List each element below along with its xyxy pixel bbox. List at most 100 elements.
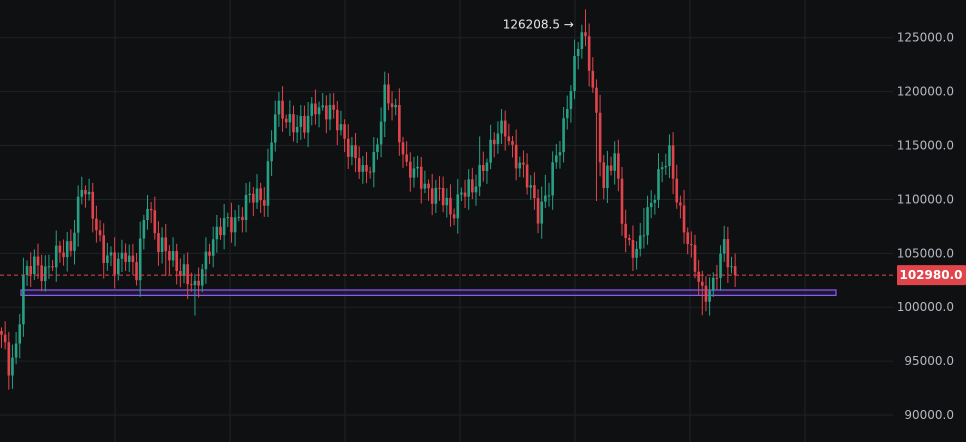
candle [310, 97, 314, 126]
candle-body [434, 187, 438, 204]
candle-body [467, 179, 470, 197]
candle-body [310, 103, 314, 116]
candle [679, 195, 682, 219]
candle [106, 242, 109, 271]
candle [562, 107, 565, 163]
candle-body [693, 244, 697, 272]
candle [529, 175, 533, 200]
candle [558, 141, 562, 169]
grid [0, 0, 893, 442]
candle-body [711, 277, 715, 291]
candle-body [80, 189, 84, 197]
candle-body [642, 235, 646, 237]
candle [117, 252, 120, 281]
candle [175, 243, 178, 285]
candle-body [565, 109, 569, 119]
candle [120, 239, 124, 273]
candle-body [29, 266, 32, 275]
candle-body [540, 201, 543, 224]
candle [471, 167, 474, 200]
candle [288, 100, 292, 137]
candle-body [587, 36, 591, 71]
candle [701, 270, 704, 316]
candle [109, 246, 113, 267]
candle-body [18, 324, 22, 344]
candle [660, 161, 664, 183]
candle-body [482, 164, 485, 172]
candle [492, 132, 496, 158]
candle [244, 183, 248, 233]
candle-body [208, 251, 211, 256]
candle-body [91, 191, 95, 219]
current-price-tag[interactable] [897, 265, 966, 286]
candle [54, 230, 58, 282]
candle-body [704, 285, 708, 302]
candle [332, 93, 335, 119]
candle [284, 114, 288, 129]
candle-body [412, 168, 416, 178]
candle [722, 225, 726, 262]
candle [14, 331, 18, 365]
candle-body [36, 256, 40, 266]
candle-body [263, 200, 266, 206]
candle [160, 227, 164, 264]
candle-body [569, 91, 573, 110]
candle-body [168, 251, 171, 261]
candle [36, 243, 40, 279]
candle-body [489, 139, 492, 163]
candle [33, 249, 36, 280]
candle-body [179, 271, 182, 276]
candle-body [288, 114, 292, 123]
candle [445, 188, 449, 218]
candle [711, 272, 715, 297]
candle-body [255, 188, 259, 203]
candle-body [241, 216, 244, 220]
candle [409, 152, 412, 192]
candle [544, 174, 547, 209]
candle [485, 158, 489, 184]
candle-body [120, 252, 124, 259]
candle-body [215, 226, 219, 240]
candle-body [423, 183, 427, 189]
candle-body [668, 145, 671, 166]
candle-body [449, 197, 452, 215]
candle [489, 124, 492, 170]
candle [394, 98, 397, 116]
candle [383, 71, 387, 138]
candle-body [726, 239, 730, 268]
candle-body [47, 266, 51, 268]
candle-body [237, 216, 241, 218]
candle-body [160, 237, 164, 253]
candle [372, 137, 376, 188]
candle-body [551, 162, 554, 196]
candle-body [186, 264, 189, 285]
candle [328, 93, 332, 131]
candle-body [671, 145, 675, 179]
candle-body [474, 186, 478, 193]
candle-body [62, 252, 65, 258]
candle [197, 267, 200, 298]
candle-body [3, 334, 7, 343]
price-axis[interactable]: 90000.0 95000.0 100000.0 105000.0 110000.0 11… [897, 31, 954, 422]
candle-body [492, 139, 496, 145]
candle-body [419, 166, 423, 189]
candle-body [398, 104, 401, 143]
support-zone-rect[interactable] [20, 289, 837, 296]
candle-body [343, 124, 346, 139]
candle-body [44, 266, 47, 282]
candle [569, 85, 573, 123]
candle-body [533, 185, 536, 199]
candle [624, 209, 627, 253]
y-tick-label: 125000.0 [897, 31, 954, 45]
candle [273, 100, 277, 152]
candle [361, 156, 365, 184]
candle [0, 327, 3, 349]
candle [412, 156, 416, 188]
candle [511, 135, 514, 158]
candle-body [460, 192, 463, 195]
candle-body [200, 269, 204, 286]
candle-body [350, 145, 354, 157]
candle [25, 260, 29, 286]
